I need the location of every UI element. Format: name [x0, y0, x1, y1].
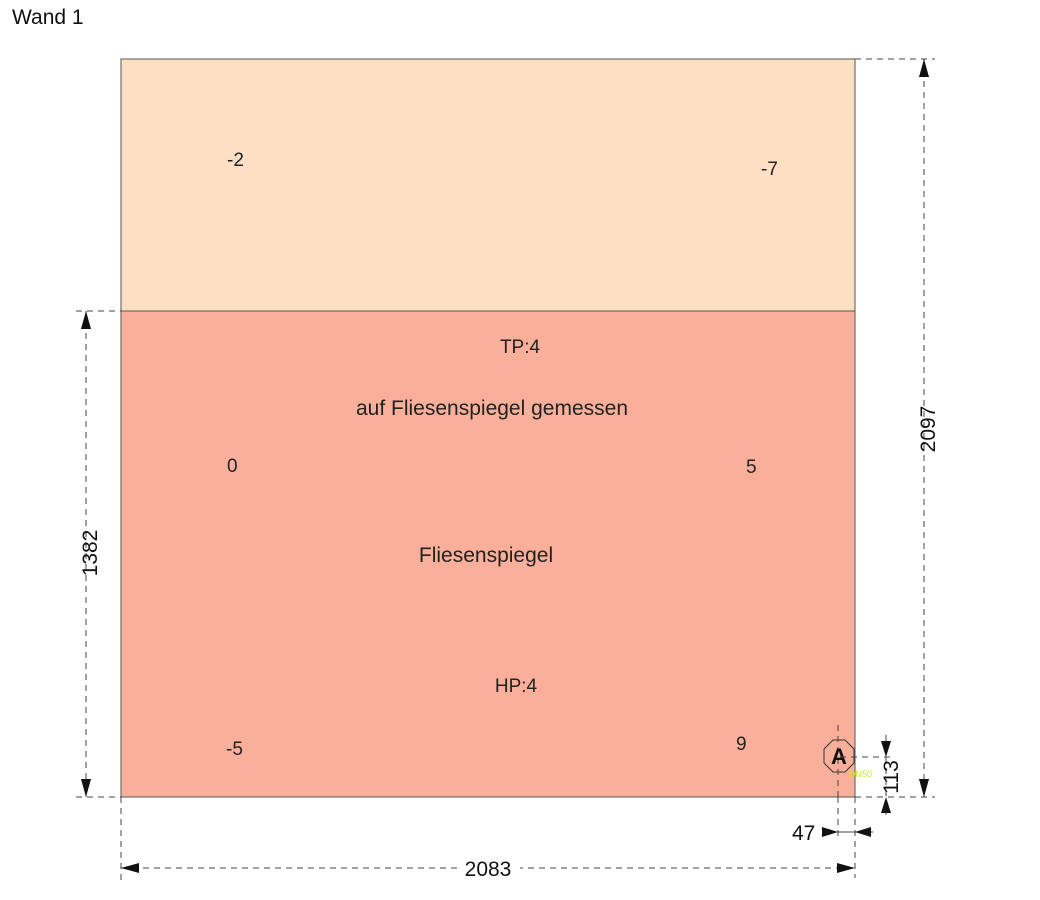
point-mid-left: 0 [227, 456, 238, 477]
tile-area-name: Fliesenspiegel [419, 544, 553, 567]
wall-title: Wand 1 [12, 6, 84, 29]
dimension-total-height: 2097 [855, 58, 940, 798]
dimension-total-width: 2083 [120, 797, 855, 881]
point-upper-right: -7 [761, 159, 778, 180]
dimension-total-width-value: 2083 [465, 858, 512, 881]
tile-top-label: TP:4 [500, 337, 541, 358]
drain-marker-label: DN50 [849, 769, 872, 779]
dimension-total-height-value: 2097 [917, 406, 940, 453]
upper-wall-area [120, 58, 856, 312]
drain-marker-icon [823, 739, 855, 773]
dimension-marker-height: 113 [840, 735, 903, 815]
dimension-tile-height: 1382 [76, 310, 121, 798]
tile-bottom-label: HP:4 [495, 676, 538, 697]
drain-marker-letter: A [831, 744, 847, 769]
point-mid-right: 5 [746, 457, 757, 478]
dimension-marker-height-value: 113 [880, 760, 903, 793]
point-bottom-left: -5 [226, 739, 243, 760]
tile-area [120, 310, 856, 798]
point-upper-left: -2 [227, 150, 244, 171]
dimension-tile-height-value: 1382 [79, 530, 102, 577]
dimension-marker-offset-value: 47 [792, 822, 815, 845]
dimension-marker-offset: 47 [792, 797, 873, 878]
drain-marker: A DN50 [823, 725, 872, 797]
tile-note: auf Fliesenspiegel gemessen [356, 397, 628, 420]
point-bottom-right: 9 [736, 734, 747, 755]
